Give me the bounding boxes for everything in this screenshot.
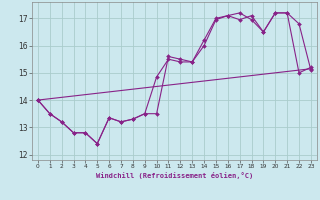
X-axis label: Windchill (Refroidissement éolien,°C): Windchill (Refroidissement éolien,°C): [96, 172, 253, 179]
